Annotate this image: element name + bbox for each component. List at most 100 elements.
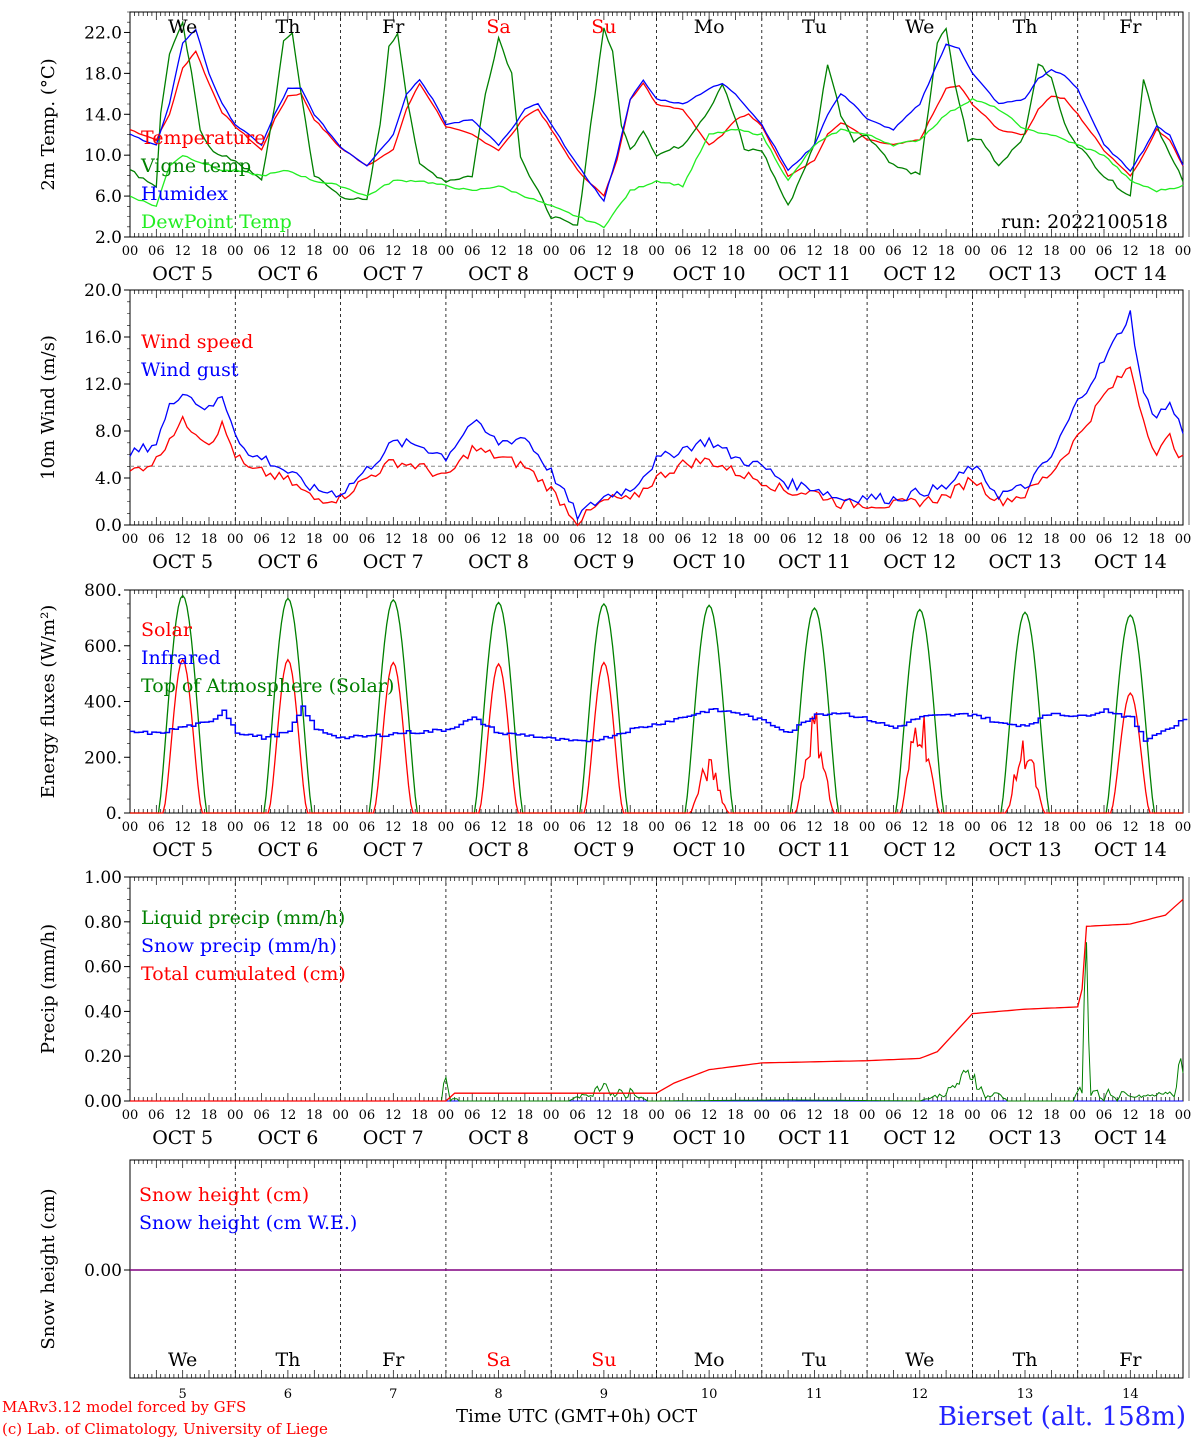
hour-tick-label: 06 [569,1108,586,1123]
legend-entry: Infrared [141,647,221,669]
hour-tick-label: 18 [622,820,639,835]
hour-tick-label: 06 [359,532,376,547]
hour-tick-label: 12 [596,244,613,259]
hour-tick-label: 18 [1043,1108,1060,1123]
hour-tick-label: 18 [517,532,534,547]
date-label: OCT 5 [152,1127,213,1149]
hour-tick-label: 00 [1069,820,1086,835]
date-label: OCT 14 [1094,263,1167,285]
day-number-label: 5 [179,1387,187,1402]
plot-frame [129,589,1184,814]
hour-tick-label: 06 [253,1108,270,1123]
hour-tick-label: 00 [543,1108,560,1123]
date-label: OCT 8 [468,263,529,285]
hour-tick-label: 06 [359,1108,376,1123]
date-label: OCT 13 [989,1127,1062,1149]
hour-tick-label: 06 [675,820,692,835]
legend-entry: DewPoint Temp [141,211,292,233]
hour-tick-label: 06 [780,1108,797,1123]
hour-tick-label: 18 [411,532,428,547]
legend-entry: Temperature [141,127,265,149]
hour-tick-label: 12 [1017,1108,1034,1123]
hour-tick-label: 00 [964,532,981,547]
hour-tick-label: 06 [464,820,481,835]
hour-tick-label: 18 [201,244,218,259]
weekday-label: Mo [694,16,725,38]
hour-tick-label: 12 [490,532,507,547]
hour-tick-label: 00 [438,820,455,835]
date-label: OCT 7 [363,839,424,861]
date-label: OCT 6 [257,839,318,861]
hour-tick-label: 00 [754,1108,771,1123]
hour-tick-label: 12 [806,244,823,259]
weekday-label: Mo [694,1349,725,1371]
hour-tick-label: 18 [727,1108,744,1123]
hour-tick-label: 12 [701,244,718,259]
hour-tick-label: 12 [490,244,507,259]
day-number-label: 9 [600,1387,608,1402]
date-label: OCT 12 [883,551,956,573]
hour-tick-label: 00 [859,1108,876,1123]
weekday-label: We [168,16,197,38]
weekday-label: Su [591,1349,616,1371]
weekday-label: Th [1013,16,1038,38]
hour-tick-label: 06 [359,244,376,259]
series-line-0 [129,366,1184,527]
date-label: OCT 10 [673,263,746,285]
weekday-label: We [905,1349,934,1371]
hour-tick-label: 18 [727,244,744,259]
date-label: OCT 13 [989,263,1062,285]
hour-tick-label: 12 [280,820,297,835]
hour-tick-label: 12 [806,1108,823,1123]
legend-entry: Snow height (cm W.E.) [139,1212,357,1234]
y-tick-label: 0.00 [84,1092,122,1112]
hour-tick-label: 12 [701,820,718,835]
hour-tick-label: 18 [306,820,323,835]
hour-tick-label: 18 [1043,244,1060,259]
weekday-label: Su [591,16,616,38]
day-number-label: 14 [1122,1387,1139,1402]
station-title: Bierset (alt. 158m) [937,1402,1186,1432]
date-label: OCT 11 [778,839,851,861]
hour-tick-label: 06 [885,820,902,835]
hour-tick-label: 18 [1148,244,1165,259]
weekday-label: Th [275,1349,300,1371]
hour-tick-label: 18 [517,820,534,835]
y-tick-label: 22.0 [84,23,122,43]
hour-tick-label: 18 [727,820,744,835]
hour-tick-label: 00 [1175,820,1192,835]
hour-tick-label: 12 [1017,820,1034,835]
hour-tick-label: 00 [438,532,455,547]
hour-tick-label: 18 [1043,820,1060,835]
hour-tick-label: 18 [833,1108,850,1123]
legend-entry: Total cumulated (cm) [141,963,346,985]
hour-tick-label: 18 [1148,532,1165,547]
date-label: OCT 13 [989,551,1062,573]
hour-tick-label: 12 [490,1108,507,1123]
day-number-label: 11 [806,1387,823,1402]
y-tick-label: 8.0 [95,422,122,442]
hour-tick-label: 06 [990,820,1007,835]
hour-tick-label: 06 [780,532,797,547]
hour-tick-label: 00 [122,820,139,835]
weekday-label: Fr [382,16,405,38]
hour-tick-label: 12 [174,820,191,835]
hour-tick-label: 00 [648,1108,665,1123]
hour-tick-label: 18 [201,532,218,547]
hour-tick-label: 06 [148,532,165,547]
hour-tick-label: 00 [859,244,876,259]
date-label: OCT 12 [883,263,956,285]
y-tick-label: 16.0 [84,328,122,348]
hour-tick-label: 06 [990,532,1007,547]
hour-tick-label: 06 [148,1108,165,1123]
day-number-label: 7 [389,1387,397,1402]
y-minor-ticks [127,11,130,238]
legend-entry: Snow height (cm) [139,1184,309,1206]
hour-tick-label: 12 [911,244,928,259]
hour-ticks [129,290,1184,525]
run-label: run: 2022100518 [1001,211,1168,233]
day-number-label: 8 [494,1387,502,1402]
hour-tick-label: 12 [490,820,507,835]
hour-tick-label: 12 [385,532,402,547]
date-label: OCT 7 [363,1127,424,1149]
